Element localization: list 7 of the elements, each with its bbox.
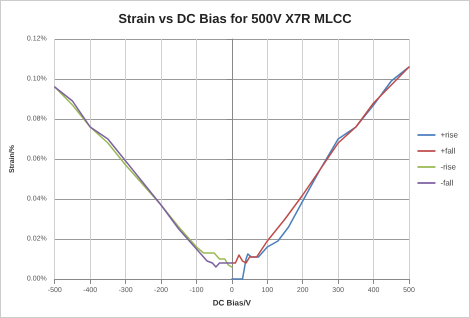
legend-label: -rise: [440, 162, 457, 172]
legend-label: +fall: [440, 146, 456, 156]
x-axis-title: DC Bias/V: [212, 298, 252, 308]
chart-title: Strain vs DC Bias for 500V X7R MLCC: [118, 11, 352, 26]
legend-label: +rise: [440, 130, 459, 140]
line-series: [54, 86, 233, 268]
legend-label: -fall: [440, 178, 454, 188]
